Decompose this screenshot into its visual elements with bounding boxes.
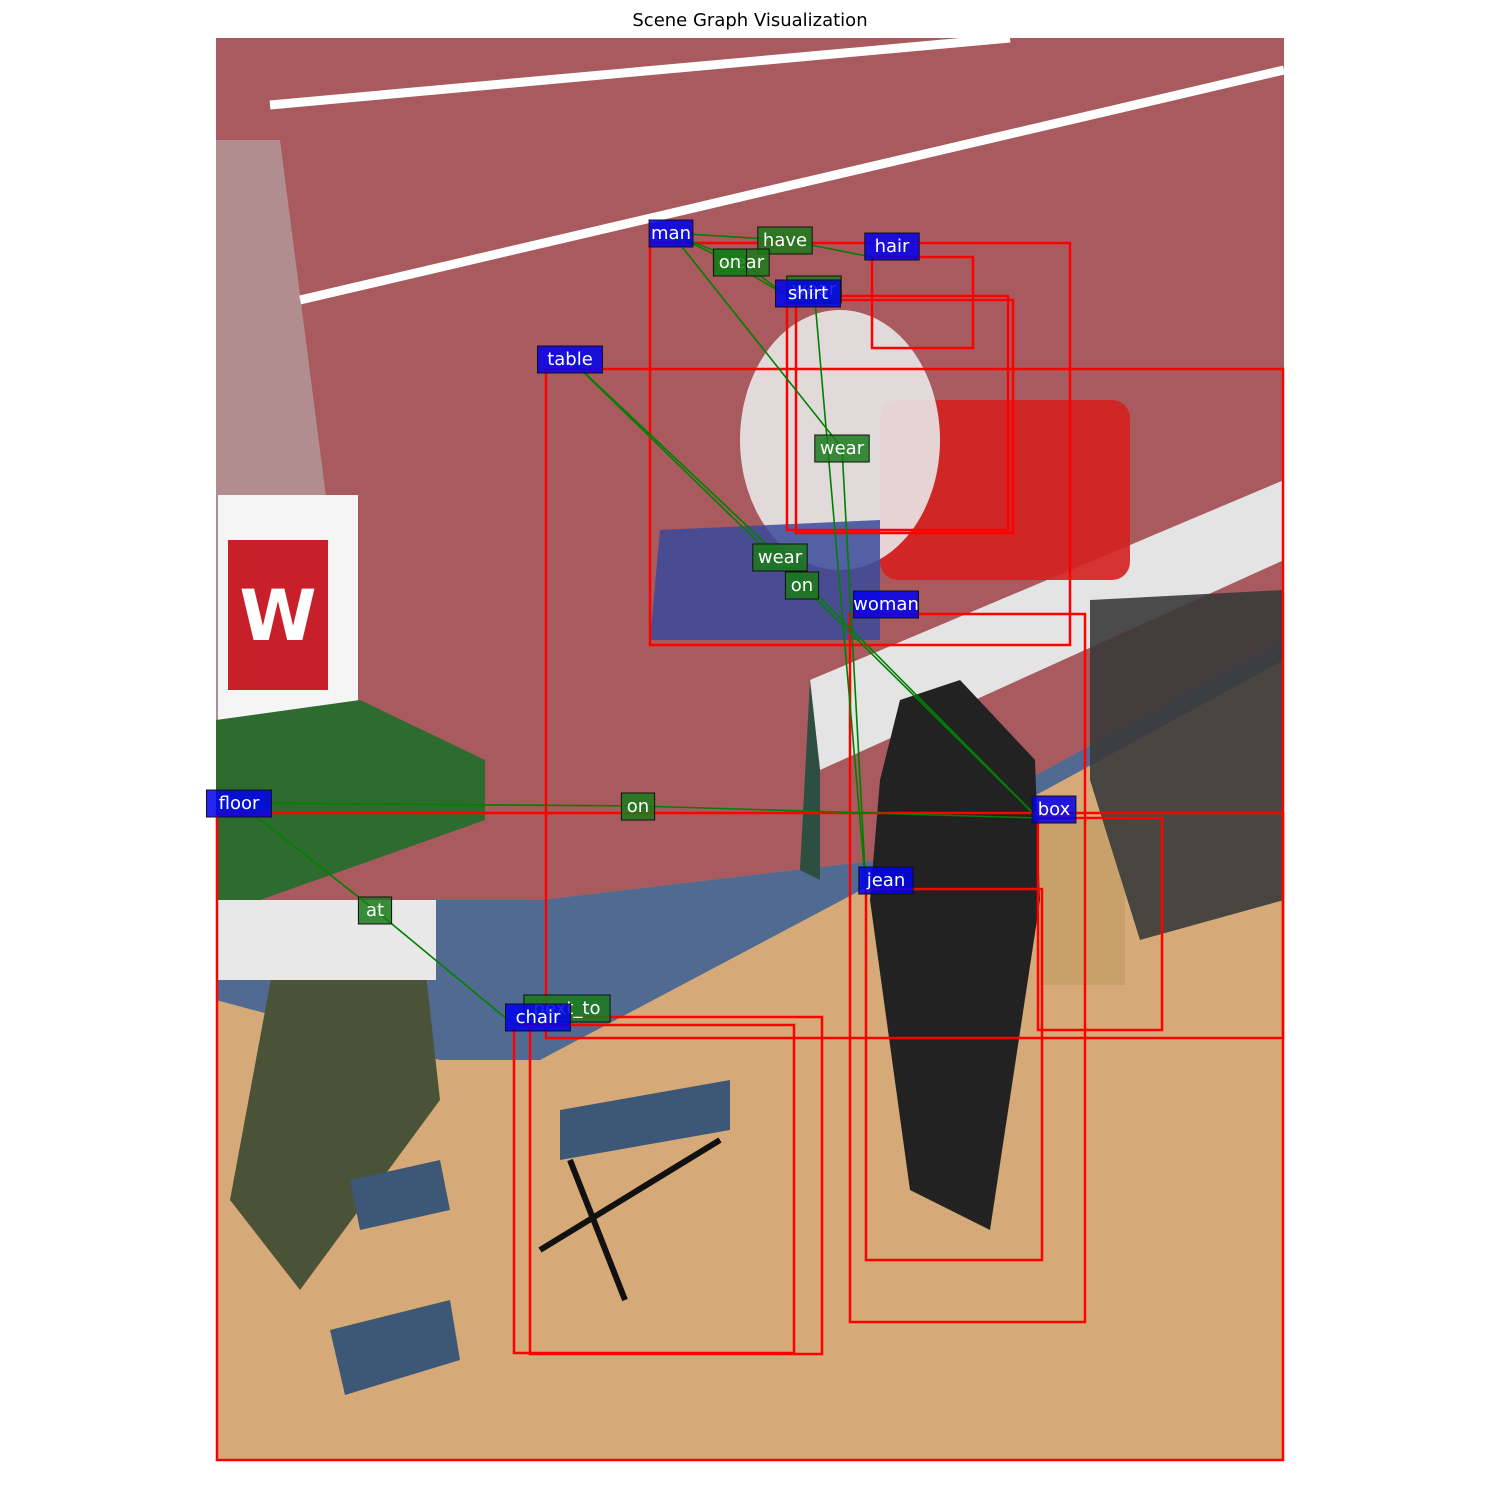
bounding-box — [544, 367, 1285, 1040]
relation-label: have — [757, 226, 813, 255]
folding-chair-leg — [538, 1137, 722, 1253]
relation-label: on — [712, 248, 748, 277]
object-label-table: table — [537, 345, 603, 374]
court-blue-edge — [216, 640, 1284, 1060]
svg-text:on: on — [791, 575, 813, 596]
object-label-chair: chair — [505, 1003, 571, 1032]
bounding-box — [864, 887, 1044, 1262]
svg-text:have: have — [763, 230, 807, 251]
object-label-hair: hair — [864, 232, 920, 261]
relation-label: wear — [814, 434, 870, 463]
bounding-boxes — [215, 241, 1285, 1462]
object-label-jean: jean — [858, 866, 914, 895]
seated-woman — [230, 920, 440, 1290]
svg-text:box: box — [1038, 799, 1071, 820]
cooler-box — [880, 400, 1130, 580]
scene-photo: W — [216, 38, 1284, 1460]
bounding-box — [528, 1015, 824, 1356]
svg-text:shirt: shirt — [788, 283, 828, 304]
court-line — [269, 38, 1011, 110]
bounding-box — [648, 241, 1072, 647]
green-platform — [216, 700, 485, 905]
bounding-box — [870, 255, 975, 350]
figure-title: Scene Graph Visualization — [632, 10, 868, 31]
folding-chair — [560, 1080, 730, 1160]
player-bag — [650, 520, 880, 640]
svg-text:table: table — [547, 349, 593, 370]
svg-text:W: W — [239, 575, 316, 657]
svg-text:wear: wear — [820, 438, 865, 459]
bounding-box — [794, 298, 1015, 535]
svg-text:hair: hair — [875, 236, 910, 257]
svg-text:at: at — [366, 900, 384, 921]
court-line — [298, 65, 1284, 305]
svg-text:on: on — [627, 796, 649, 817]
object-label-floor: floor — [206, 789, 272, 818]
cardboard-box — [1040, 820, 1125, 985]
seated-official — [1090, 590, 1284, 940]
officials-desk-front — [800, 680, 820, 880]
relation-label: on — [620, 792, 656, 821]
svg-text:floor: floor — [219, 793, 260, 814]
object-label-shirt: shirt — [775, 279, 841, 308]
folding-chair-leg — [567, 1158, 628, 1302]
side-table — [216, 900, 436, 980]
svg-text:man: man — [651, 223, 691, 244]
svg-text:woman: woman — [853, 594, 919, 615]
svg-text:on: on — [719, 252, 741, 273]
relation-label: at — [357, 896, 393, 925]
svg-text:jean: jean — [866, 870, 906, 891]
object-label-woman: woman — [853, 590, 919, 619]
bounding-box — [785, 294, 1010, 532]
svg-text:chair: chair — [516, 1007, 561, 1028]
relation-label: wear — [752, 543, 808, 572]
bounding-box — [848, 612, 1087, 1324]
bounding-box — [1036, 816, 1164, 1032]
folding-chair — [350, 1160, 450, 1230]
graph-labels: havewearonwearwearwearononatnext_tomanha… — [206, 219, 1077, 1032]
folding-chair — [330, 1300, 460, 1395]
relation-label: on — [784, 571, 820, 600]
object-label-man: man — [648, 219, 694, 248]
svg-text:wear: wear — [758, 547, 803, 568]
sponsor-logo — [228, 540, 328, 690]
bounding-box — [215, 811, 1285, 1462]
object-label-box: box — [1031, 795, 1077, 824]
